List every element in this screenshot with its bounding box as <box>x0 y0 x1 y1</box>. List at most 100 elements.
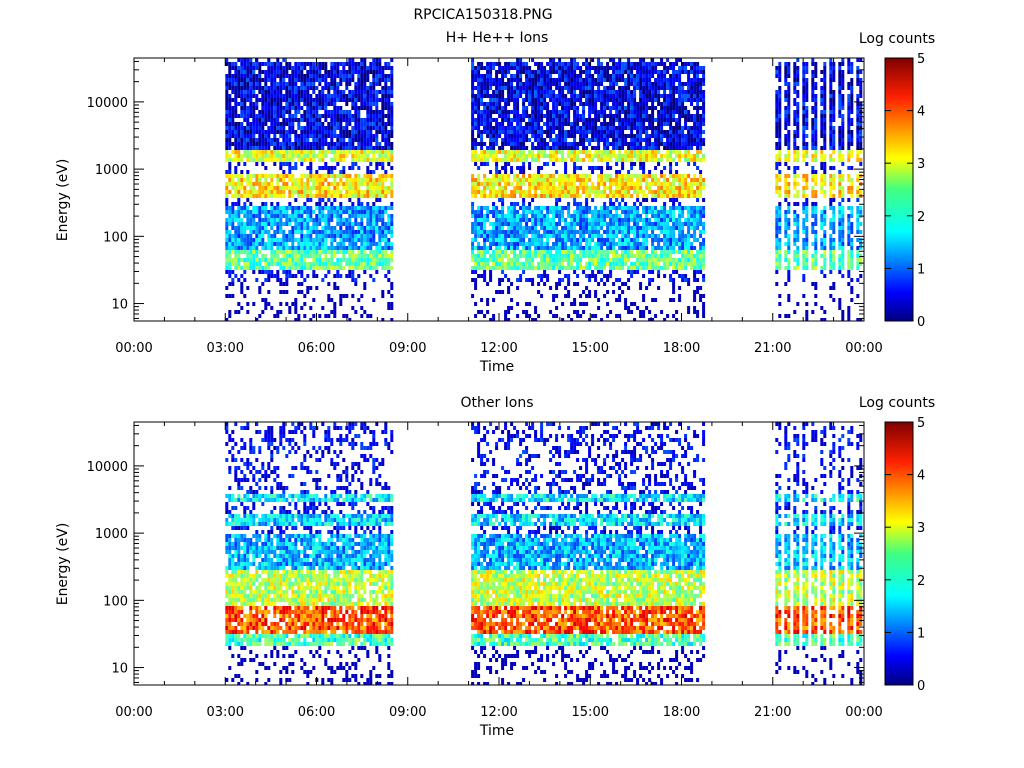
heatmap-cell <box>522 90 526 94</box>
heatmap-cell <box>528 174 532 178</box>
heatmap-cell <box>294 130 298 134</box>
heatmap-cell <box>588 98 592 102</box>
heatmap-cell <box>534 210 538 214</box>
heatmap-cell <box>324 262 328 266</box>
heatmap-cell <box>477 250 481 254</box>
heatmap-cell <box>390 110 394 114</box>
heatmap-cell <box>333 234 337 238</box>
heatmap-cell <box>609 134 613 138</box>
heatmap-cell <box>543 146 547 150</box>
heatmap-cell <box>579 94 583 98</box>
heatmap-cell <box>339 226 343 230</box>
heatmap-cell <box>228 242 232 246</box>
heatmap-cell <box>603 70 607 74</box>
heatmap-cell <box>264 298 268 302</box>
heatmap-cell <box>498 122 502 126</box>
heatmap-cell <box>585 222 589 226</box>
heatmap-cell <box>546 238 550 242</box>
heatmap-cell <box>294 74 298 78</box>
heatmap-cell <box>282 210 286 214</box>
heatmap-cell <box>225 106 229 110</box>
heatmap-cell <box>543 250 547 254</box>
heatmap-cell <box>267 218 271 222</box>
heatmap-cell <box>390 222 394 226</box>
heatmap-cell <box>591 182 595 186</box>
heatmap-cell <box>303 242 307 246</box>
heatmap-cell <box>309 126 313 130</box>
heatmap-cell <box>342 182 346 186</box>
heatmap-cell <box>363 266 367 270</box>
heatmap-cell <box>246 214 250 218</box>
heatmap-cell <box>279 222 283 226</box>
heatmap-cell <box>354 262 358 266</box>
heatmap-cell <box>603 98 607 102</box>
heatmap-cell <box>279 94 283 98</box>
heatmap-cell <box>330 206 334 210</box>
heatmap-cell <box>339 234 343 238</box>
heatmap-cell <box>258 82 262 86</box>
heatmap-cell <box>273 234 277 238</box>
heatmap-cell <box>354 154 358 158</box>
heatmap-cell <box>528 78 532 82</box>
heatmap-cell <box>297 242 301 246</box>
heatmap-cell <box>360 218 364 222</box>
heatmap-cell <box>537 134 541 138</box>
heatmap-cell <box>246 250 250 254</box>
heatmap-cell <box>273 98 277 102</box>
heatmap-cell <box>291 254 295 258</box>
heatmap-cell <box>525 206 529 210</box>
heatmap-cell <box>489 154 493 158</box>
heatmap-cell <box>255 318 259 321</box>
heatmap-cell <box>534 234 538 238</box>
heatmap-cell <box>285 86 289 90</box>
heatmap-cell <box>570 70 574 74</box>
heatmap-cell <box>345 246 349 250</box>
heatmap-cell <box>315 190 319 194</box>
heatmap-cell <box>282 270 286 274</box>
heatmap-cell <box>483 86 487 90</box>
heatmap-cell <box>534 106 538 110</box>
heatmap-cell <box>228 114 232 118</box>
heatmap-cell <box>507 222 511 226</box>
heatmap-cell <box>582 182 586 186</box>
heatmap-cell <box>519 66 523 70</box>
heatmap-cell <box>471 246 475 250</box>
heatmap-cell <box>240 58 244 62</box>
heatmap-cell <box>276 314 280 318</box>
heatmap-cell <box>597 110 601 114</box>
heatmap-cell <box>492 234 496 238</box>
heatmap-cell <box>351 134 355 138</box>
heatmap-cell <box>351 78 355 82</box>
heatmap-cell <box>276 310 280 314</box>
heatmap-cell <box>267 266 271 270</box>
heatmap-cell <box>252 214 256 218</box>
heatmap-cell <box>555 286 559 290</box>
heatmap-cell <box>351 182 355 186</box>
heatmap-cell <box>540 74 544 78</box>
heatmap-cell <box>522 102 526 106</box>
heatmap-cell <box>495 158 499 162</box>
heatmap-cell <box>345 142 349 146</box>
heatmap-cell <box>258 178 262 182</box>
heatmap-cell <box>612 126 616 130</box>
heatmap-cell <box>351 102 355 106</box>
heatmap-cell <box>228 262 232 266</box>
heatmap-cell <box>390 242 394 246</box>
heatmap-cell <box>549 70 553 74</box>
heatmap-cell <box>501 262 505 266</box>
heatmap-cell <box>333 210 337 214</box>
heatmap-cell <box>252 246 256 250</box>
heatmap-cell <box>474 182 478 186</box>
heatmap-cell <box>249 86 253 90</box>
heatmap-cell <box>600 154 604 158</box>
heatmap-cell <box>570 222 574 226</box>
heatmap-cell <box>474 190 478 194</box>
heatmap-cell <box>267 138 271 142</box>
heatmap-cell <box>348 166 352 170</box>
heatmap-cell <box>288 142 292 146</box>
heatmap-cell <box>579 242 583 246</box>
heatmap-cell <box>264 90 268 94</box>
heatmap-cell <box>264 138 268 142</box>
heatmap-cell <box>564 158 568 162</box>
heatmap-cell <box>543 174 547 178</box>
